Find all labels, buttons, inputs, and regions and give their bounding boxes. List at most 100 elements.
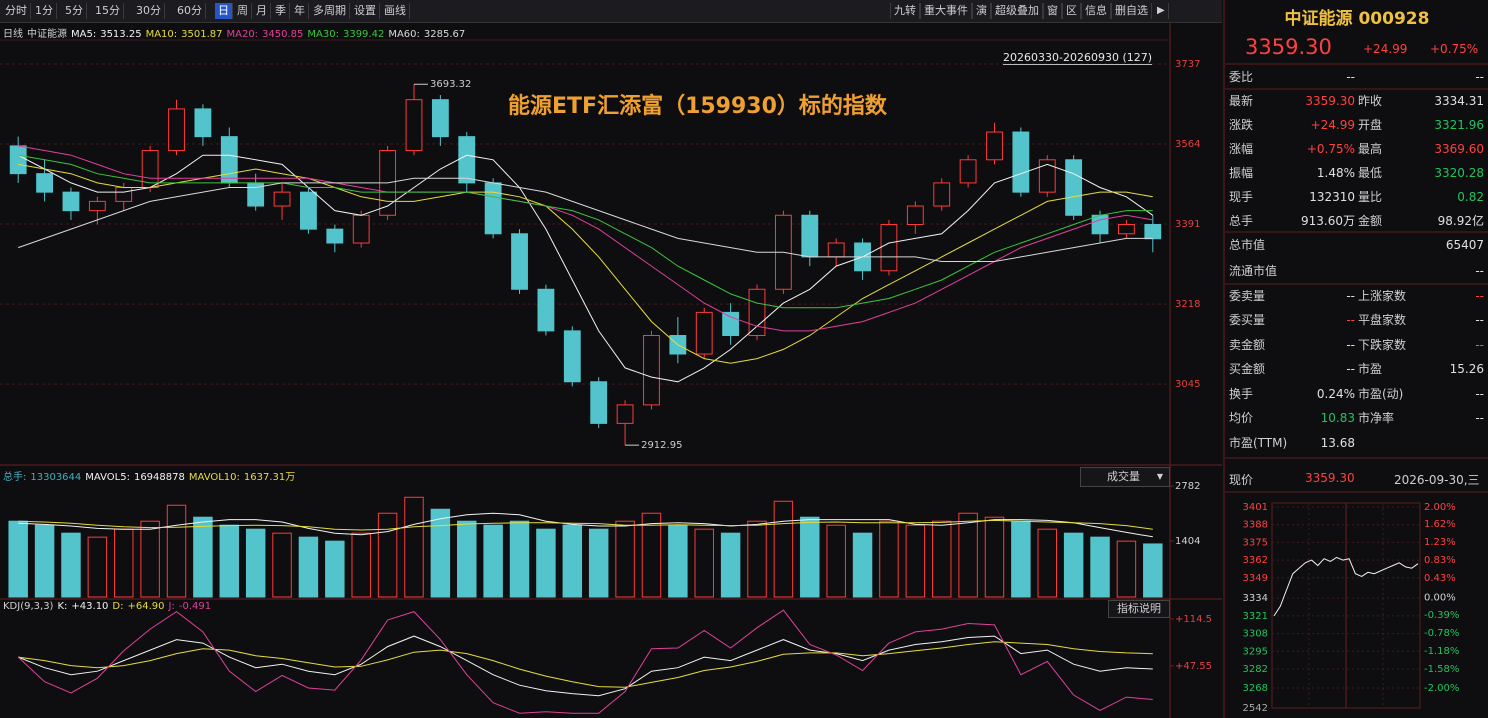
toolbar-button[interactable]: 演 [972,3,991,19]
toolbar-arrow[interactable]: ▶ [1154,3,1169,19]
volume-bar [377,512,398,598]
toolbar-button[interactable]: 日 [215,3,233,19]
volume-bar [958,512,978,598]
quote-label: 均价 [1229,411,1254,425]
y2-tick-label: -1.58% [1424,664,1459,675]
dropdown-label[interactable]: 成交量 [1107,470,1140,483]
intraday-date: 2026-09-30,三 [1394,473,1480,487]
candle-body [1012,131,1030,193]
legend-text: 16948878 [133,472,185,483]
quote-label: 上涨家数 [1358,289,1407,303]
toolbar-button[interactable]: 信息 [1081,3,1111,19]
candle-body [62,191,80,212]
quote-label: 市盈(TTM) [1229,436,1288,450]
y2-tick-label: -2.00% [1424,683,1459,694]
quote-change-pct: +0.75% [1430,42,1479,56]
toolbar-button[interactable]: 九转 [890,3,920,19]
quote-label: 最高 [1358,142,1383,156]
toolbar-button[interactable]: 多周期 [310,3,350,19]
quote-value: 132310 [1309,190,1355,204]
y-tick-label: 3401 [1243,502,1268,513]
quote-change: +24.99 [1363,42,1408,56]
legend-text: +43.10 [71,601,109,612]
legend-text: MA30: [307,29,339,40]
volume-bar [430,508,451,598]
toolbar-button[interactable]: 年 [291,3,309,19]
volume-dropdown[interactable]: 成交量 ▼ [1080,467,1170,487]
quote-label: 开盘 [1358,118,1383,132]
toolbar-button[interactable]: 画线 [381,3,410,19]
volume-bar [245,528,266,598]
quote-value: 13.68 [1320,436,1355,450]
toolbar-button[interactable]: 周 [234,3,252,19]
volume-bar [140,520,160,598]
legend-text: +64.90 [127,601,165,612]
toolbar-button[interactable]: 删自选 [1111,3,1152,19]
volume-bar [615,520,635,598]
candle-body [695,311,713,355]
toolbar-button[interactable]: 窗 [1043,3,1062,19]
quote-value: 0.24% [1316,387,1355,401]
quote-label: 平盘家数 [1358,313,1407,327]
volume-legend: 总手: 13303644 MAVOL5: 16948878 MAVOL10: 1637.3… [3,468,299,483]
toolbar-button[interactable]: 60分 [174,3,206,19]
toolbar-button[interactable]: 15分 [92,3,124,19]
volume-bar [1116,540,1137,598]
candle-body [827,242,845,258]
toolbar-button[interactable]: 设置 [351,3,380,19]
toolbar-button[interactable]: 5分 [62,3,87,19]
volume-bar [272,532,292,598]
y-tick-label: 3564 [1175,139,1200,150]
volume-bar [562,524,583,598]
volume-bar [826,524,846,598]
quote-value: -- [1346,338,1355,352]
y-tick-label: +114.5 [1175,614,1212,625]
y-tick-label: 3295 [1243,646,1268,657]
legend-text: 总手: [3,472,27,483]
indicator-help[interactable]: 指标说明 [1108,600,1170,618]
volume-bar [457,520,477,598]
volume-bar [800,516,820,598]
quote-value: -- [1475,338,1484,352]
candle-body [405,99,423,152]
quote-label: 振幅 [1229,166,1254,180]
kdj-legend: KDJ(9,3,3) K: +43.10 D: +64.90 J: -0.491 [3,601,215,612]
quote-value: -- [1475,70,1484,84]
annotation: 能源ETF汇添富（159930）标的指数 [508,94,887,119]
quote-value: 10.83 [1320,411,1355,425]
volume-bar [1037,528,1057,598]
quote-value: -- [1475,411,1484,425]
volume-bar [668,524,688,598]
quote-price: 3359.30 [1245,35,1332,59]
legend-text: 中证能源 [27,29,67,40]
candle-body [168,108,185,152]
volume-bar [193,516,213,598]
y-tick-label: 3391 [1175,219,1200,230]
volume-bar [61,532,81,598]
volume-bar [298,536,319,598]
toolbar-button[interactable]: 区 [1062,3,1081,19]
toolbar-button[interactable]: 1分 [32,3,57,19]
toolbar-button[interactable]: 超级叠加 [991,3,1043,19]
volume-bar [325,540,345,598]
volume-bar [852,532,873,598]
dropdown-arrow[interactable]: ▼ [1156,472,1163,481]
toolbar-button[interactable]: 30分 [133,3,165,19]
toolbar-button[interactable]: 重大事件 [920,3,972,19]
volume-bar [720,532,741,598]
toolbar-button[interactable]: 分时 [2,3,31,19]
toolbar-button[interactable]: 月 [253,3,271,19]
volume-bar [509,520,530,598]
quote-label: 市盈 [1358,362,1383,376]
high-label: 3693.32 [430,79,471,90]
ma-line [18,177,1153,262]
quote-label: 委卖量 [1229,289,1266,303]
quote-name: 中证能源 [1284,9,1353,29]
quote-value: 3359.30 [1305,94,1355,108]
candle-body [986,131,1003,161]
toolbar-button[interactable]: 季 [272,3,290,19]
legend-text: 日线 [3,29,23,40]
intraday-line [1273,556,1419,617]
candle-body [300,191,317,230]
